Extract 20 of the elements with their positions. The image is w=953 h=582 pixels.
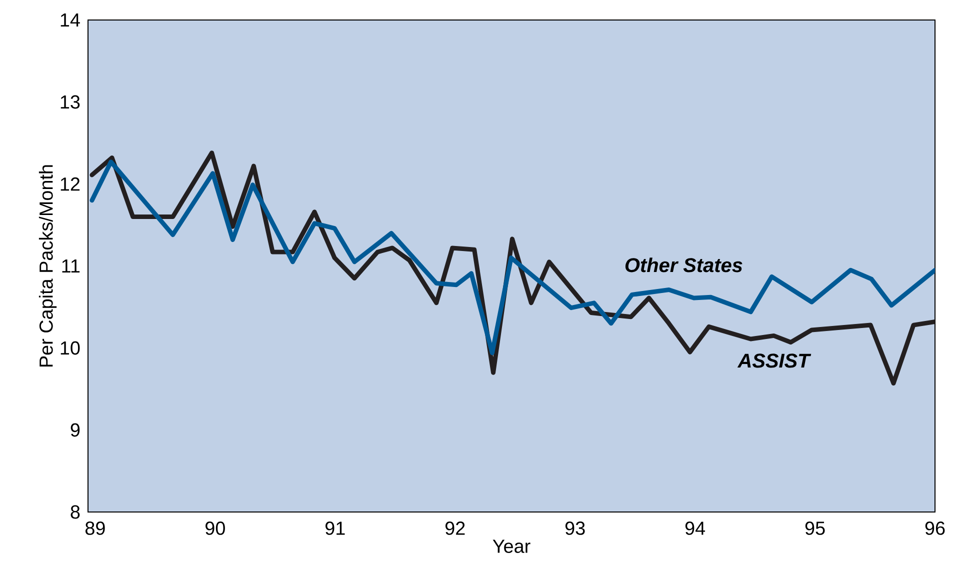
y-tick-label: 11 bbox=[62, 259, 80, 273]
x-tick-label: 95 bbox=[805, 522, 825, 535]
x-tick-label: 91 bbox=[326, 522, 345, 535]
series-label: ASSIST bbox=[737, 354, 812, 368]
x-tick-label: 93 bbox=[565, 522, 585, 535]
y-tick-label: 12 bbox=[60, 177, 80, 191]
y-axis-title: Per Capita Packs/Month bbox=[38, 165, 57, 367]
y-tick-label: 13 bbox=[60, 95, 80, 109]
y-tick-label: 10 bbox=[60, 341, 80, 355]
x-tick-label: 96 bbox=[925, 522, 945, 535]
y-tick-label: 9 bbox=[70, 423, 80, 437]
x-tick-label: 90 bbox=[206, 522, 225, 535]
x-tick-label: 94 bbox=[685, 522, 706, 535]
y-tick-label: 8 bbox=[70, 505, 80, 519]
x-tick-label: 92 bbox=[445, 522, 465, 535]
y-tick-label: 14 bbox=[60, 13, 80, 27]
series-label: Other States bbox=[625, 258, 742, 272]
line-series bbox=[90, 160, 936, 356]
x-axis-title: Year bbox=[492, 540, 530, 553]
x-tick-label: 89 bbox=[86, 522, 105, 535]
